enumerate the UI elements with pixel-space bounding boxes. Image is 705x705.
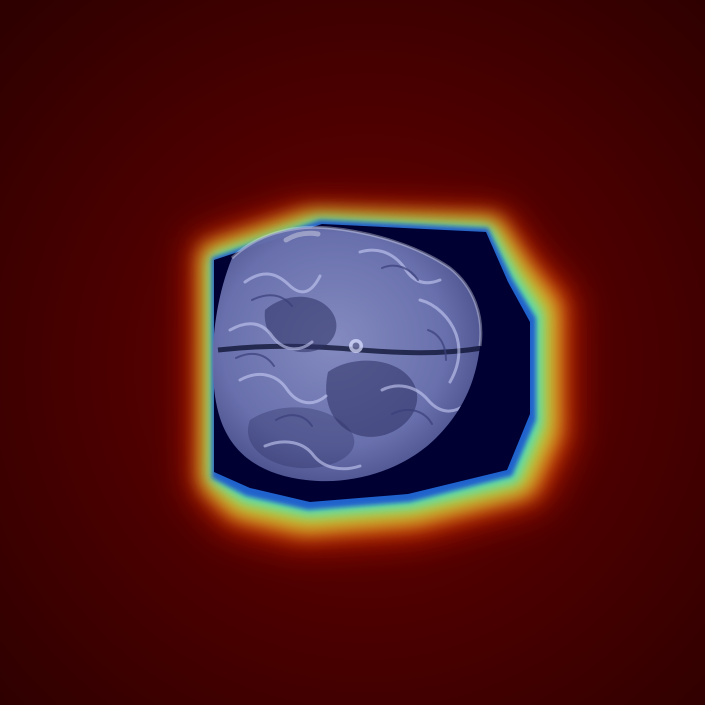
dark-region-left: [264, 296, 337, 353]
top-highlight: [283, 230, 321, 243]
dark-region-right: [326, 360, 418, 437]
scalp-rim: [230, 225, 483, 347]
dark-region-lower: [247, 407, 355, 469]
brain-scan: [212, 225, 483, 482]
